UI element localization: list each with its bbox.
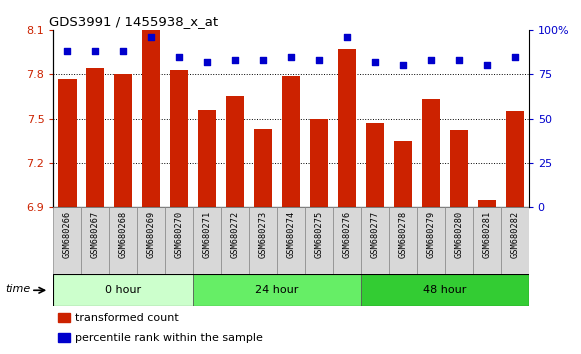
Text: GSM680282: GSM680282 bbox=[510, 210, 519, 258]
Text: GSM680275: GSM680275 bbox=[314, 210, 324, 258]
Bar bbox=[473, 207, 501, 274]
Point bbox=[510, 54, 519, 59]
Bar bbox=[366, 123, 384, 207]
Bar bbox=[198, 110, 216, 207]
Text: GSM680279: GSM680279 bbox=[426, 210, 435, 258]
Text: GSM680280: GSM680280 bbox=[454, 210, 463, 258]
Text: GSM680278: GSM680278 bbox=[399, 210, 407, 258]
Bar bbox=[193, 207, 221, 274]
Text: GSM680272: GSM680272 bbox=[231, 210, 240, 258]
Bar bbox=[165, 207, 193, 274]
Bar bbox=[417, 207, 445, 274]
Bar bbox=[170, 70, 188, 207]
Bar bbox=[505, 111, 524, 207]
Bar bbox=[501, 207, 529, 274]
Text: percentile rank within the sample: percentile rank within the sample bbox=[75, 333, 263, 343]
Text: GSM680267: GSM680267 bbox=[91, 210, 100, 258]
Bar bbox=[81, 207, 109, 274]
Text: GSM680269: GSM680269 bbox=[147, 210, 156, 258]
Point bbox=[175, 54, 184, 59]
Bar bbox=[87, 68, 105, 207]
Bar bbox=[114, 74, 132, 207]
Bar bbox=[226, 96, 244, 207]
Bar bbox=[333, 207, 361, 274]
Text: GSM680277: GSM680277 bbox=[371, 210, 379, 258]
Bar bbox=[310, 119, 328, 207]
Point bbox=[146, 34, 156, 40]
Bar bbox=[58, 333, 70, 342]
Bar bbox=[361, 274, 529, 306]
Bar bbox=[338, 49, 356, 207]
Point bbox=[91, 48, 100, 54]
Bar bbox=[58, 79, 77, 207]
Point bbox=[286, 54, 296, 59]
Text: GSM680274: GSM680274 bbox=[286, 210, 296, 258]
Bar bbox=[282, 76, 300, 207]
Point bbox=[314, 57, 324, 63]
Bar bbox=[422, 99, 440, 207]
Text: GSM680276: GSM680276 bbox=[342, 210, 352, 258]
Bar bbox=[58, 313, 70, 322]
Bar bbox=[109, 207, 137, 274]
Point bbox=[259, 57, 268, 63]
Point bbox=[370, 59, 379, 65]
Bar bbox=[389, 207, 417, 274]
Bar bbox=[361, 207, 389, 274]
Bar bbox=[221, 207, 249, 274]
Bar bbox=[445, 207, 473, 274]
Text: 48 hour: 48 hour bbox=[423, 285, 467, 295]
Bar bbox=[53, 274, 193, 306]
Point bbox=[119, 48, 128, 54]
Bar bbox=[277, 207, 305, 274]
Bar bbox=[305, 207, 333, 274]
Text: GSM680268: GSM680268 bbox=[119, 210, 128, 258]
Bar bbox=[142, 30, 160, 207]
Bar bbox=[450, 130, 468, 207]
Point bbox=[203, 59, 212, 65]
Point bbox=[342, 34, 352, 40]
Bar bbox=[193, 274, 361, 306]
Point bbox=[454, 57, 464, 63]
Bar bbox=[254, 129, 272, 207]
Point bbox=[426, 57, 436, 63]
Point bbox=[63, 48, 72, 54]
Point bbox=[231, 57, 240, 63]
Bar bbox=[137, 207, 165, 274]
Text: GSM680273: GSM680273 bbox=[259, 210, 268, 258]
Bar bbox=[478, 200, 496, 207]
Text: GSM680270: GSM680270 bbox=[175, 210, 184, 258]
Bar bbox=[394, 141, 412, 207]
Text: GSM680266: GSM680266 bbox=[63, 210, 72, 258]
Point bbox=[482, 63, 492, 68]
Text: 0 hour: 0 hour bbox=[105, 285, 141, 295]
Text: GDS3991 / 1455938_x_at: GDS3991 / 1455938_x_at bbox=[49, 15, 218, 28]
Text: 24 hour: 24 hour bbox=[256, 285, 299, 295]
Bar bbox=[53, 207, 81, 274]
Point bbox=[398, 63, 407, 68]
Text: transformed count: transformed count bbox=[75, 313, 178, 323]
Text: time: time bbox=[5, 284, 31, 294]
Text: GSM680281: GSM680281 bbox=[482, 210, 492, 258]
Bar bbox=[249, 207, 277, 274]
Text: GSM680271: GSM680271 bbox=[203, 210, 211, 258]
